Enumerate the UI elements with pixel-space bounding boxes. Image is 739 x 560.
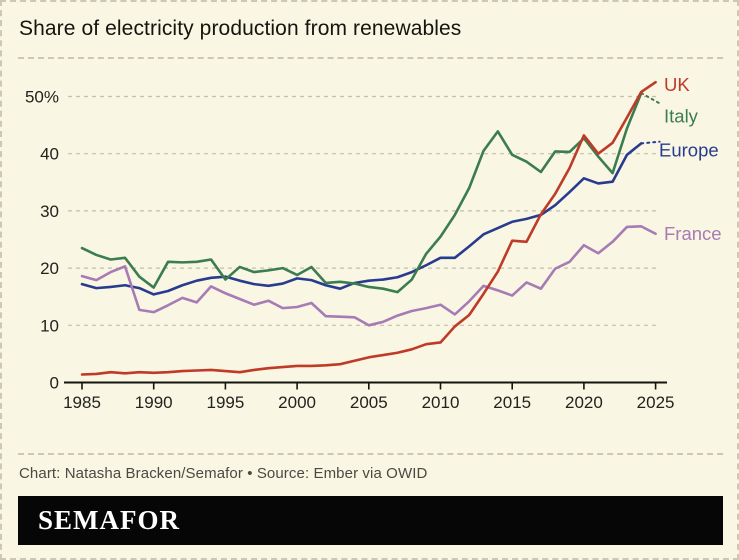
page-title: Share of electricity production from ren… [19,17,462,40]
series-line-italy [80,91,643,294]
y-tick-label-30: 30 [40,202,59,221]
x-tick-label-1985: 1985 [63,393,101,412]
series-label-france: France [664,223,722,244]
series-dotted-end-italy [640,92,661,105]
series-line-france [80,225,657,327]
x-tick-label-1990: 1990 [135,393,173,412]
y-tick-label-0: 0 [50,374,59,393]
x-tick-label-2020: 2020 [565,393,603,412]
x-tick-label-1995: 1995 [206,393,244,412]
chart-credit: Chart: Natasha Bracken/Semafor • Source:… [19,465,428,482]
series-line-uk [80,80,657,376]
x-tick-label-2025: 2025 [637,393,675,412]
x-tick-label-2015: 2015 [493,393,531,412]
series-dotted-end-europe [640,140,661,145]
y-tick-label-20: 20 [40,259,59,278]
x-tick-label-2010: 2010 [422,393,460,412]
y-tick-label-50: 50% [25,88,59,107]
series-label-italy: Italy [664,105,699,126]
series-label-europe: Europe [659,140,719,161]
semafor-logo-bar: SEMAFOR [18,496,723,545]
y-tick-label-40: 40 [40,145,59,164]
y-tick-label-10: 10 [40,316,59,335]
x-tick-label-2000: 2000 [278,393,316,412]
semafor-logo-text: SEMAFOR [38,505,180,535]
series-label-uk: UK [664,74,690,95]
series-line-europe [80,142,643,296]
footer-divider [18,453,723,455]
x-tick-label-2005: 2005 [350,393,388,412]
title-divider [18,57,723,59]
